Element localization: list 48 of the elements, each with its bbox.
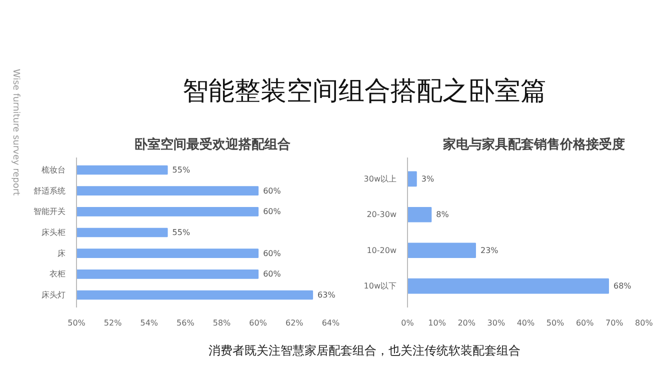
x-tick-label: 20%	[458, 318, 476, 328]
x-tick-label: 54%	[140, 318, 158, 328]
y-tick-label: 床头灯	[42, 290, 66, 300]
x-tick-label: 58%	[212, 318, 232, 328]
data-label: 3%	[421, 174, 434, 184]
y-tick-label: 智能开关	[34, 207, 66, 216]
data-label: 60%	[263, 248, 282, 258]
data-label: 68%	[613, 282, 632, 291]
bar	[408, 207, 432, 222]
x-tick-label: 80%	[635, 318, 654, 328]
data-label: 23%	[480, 246, 499, 255]
x-tick-label: 52%	[104, 318, 122, 328]
bar	[408, 171, 417, 187]
y-tick-label: 床头柜	[42, 228, 66, 237]
x-tick-label: 70%	[606, 318, 624, 328]
y-tick-label: 梳妆台	[42, 166, 66, 174]
y-tick-label: 10w以下	[364, 282, 397, 291]
y-tick-label: 20-30w	[366, 210, 397, 220]
y-tick-label: 30w以上	[364, 174, 397, 184]
x-tick-label: 60%	[249, 318, 268, 328]
data-label: 8%	[436, 210, 450, 220]
text: 消费者既关注智慧家居配套组合，也关注传统软装配套组合	[208, 344, 520, 358]
x-tick-label: 50%	[68, 318, 86, 328]
data-label: 60%	[263, 207, 282, 216]
data-label: 63%	[318, 290, 336, 300]
y-tick-label: 舒适系统	[34, 186, 66, 196]
text: Wise furniture survey report	[10, 68, 20, 196]
x-tick-label: 10%	[428, 318, 446, 328]
x-tick-label: 30%	[487, 318, 506, 328]
x-tick-label: 64%	[322, 318, 340, 328]
x-tick-label: 50%	[546, 318, 565, 328]
x-tick-label: 60%	[576, 318, 594, 328]
x-tick-label: 56%	[176, 318, 195, 328]
data-label: 55%	[172, 166, 190, 174]
x-tick-label: 0%	[401, 318, 414, 328]
bar	[408, 278, 609, 294]
bar	[408, 242, 476, 258]
data-label: 60%	[263, 270, 282, 279]
x-tick-label: 62%	[286, 318, 304, 328]
text: 智能整装空间组合搭配之卧室篇	[182, 76, 546, 106]
data-label: 55%	[172, 228, 190, 237]
data-label: 60%	[263, 186, 282, 196]
x-tick-label: 40%	[516, 318, 536, 328]
y-tick-label: 床	[58, 248, 66, 258]
chart-title: 家电与家具配套销售价格接受度	[442, 136, 625, 152]
chart-title: 卧室空间最受欢迎搭配组合	[134, 136, 290, 152]
y-tick-label: 10-20w	[366, 246, 397, 255]
y-tick-label: 衣柜	[50, 270, 66, 279]
